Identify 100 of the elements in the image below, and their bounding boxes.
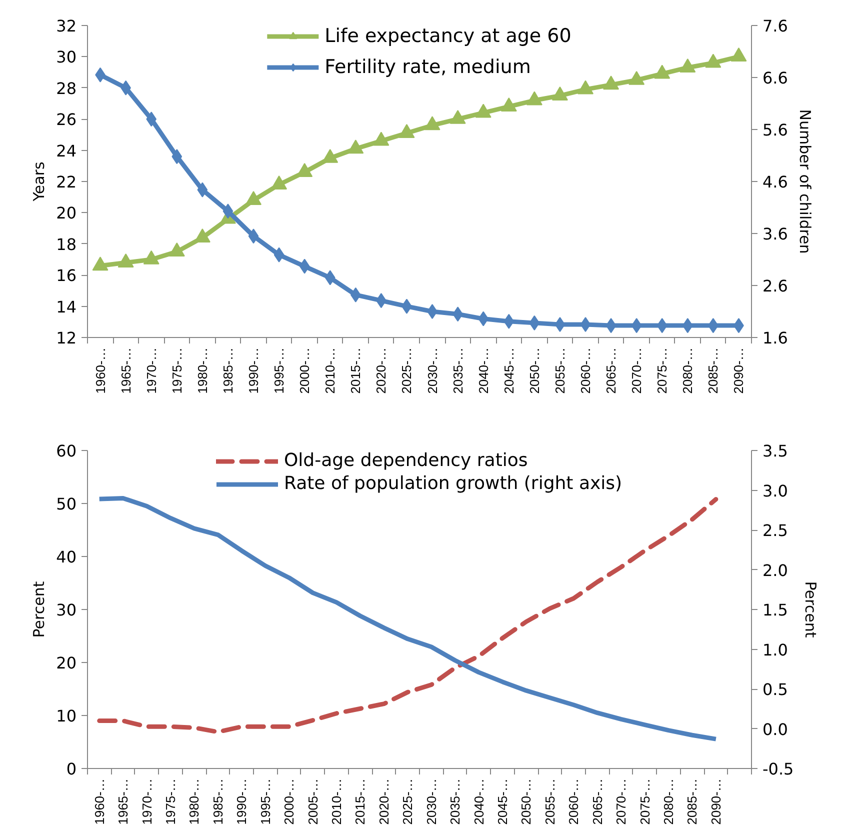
x-tick-label: 2060-… [566, 778, 582, 825]
x-tick-label: 2040-… [476, 348, 491, 394]
x-tick-label: 1960-… [92, 778, 107, 825]
x-tick-label: 2055-… [552, 348, 568, 394]
x-tick-label: 2070-… [629, 348, 644, 394]
x-tick-label: 2005-… [305, 778, 320, 825]
y-tick-label: 30 [56, 600, 76, 620]
x-tick-label: 1990-… [246, 348, 261, 394]
y-tick-label: 28 [56, 78, 76, 98]
x-tick-label: 2075-… [637, 778, 652, 825]
point [324, 270, 336, 286]
x-tick-label: 2050-… [526, 348, 542, 394]
point [628, 70, 645, 85]
y-tick-label: 30 [56, 48, 76, 67]
y2-tick-label: 5.6 [762, 120, 788, 140]
point [168, 242, 185, 257]
x-tick-label: 2075-… [654, 348, 670, 394]
x-tick-label: 2030-… [424, 778, 439, 825]
x-tick-label: 2020-… [376, 778, 392, 825]
point [296, 162, 313, 177]
y-tick-label: 18 [56, 234, 76, 254]
y-tick-label: 14 [56, 297, 76, 316]
y2-tick-label: 0.5 [762, 680, 788, 699]
x-tick-label: 1985-… [210, 778, 226, 825]
x-tick-label: 2000-… [297, 348, 312, 394]
x-tick-label: 2035-… [450, 348, 466, 394]
point [271, 175, 288, 190]
y2-tick-label: -0.5 [762, 760, 794, 778]
y-tick-label: 26 [56, 110, 76, 130]
legend-label: Old-age dependency ratios [284, 450, 528, 471]
point [500, 97, 517, 112]
x-tick-label: 1975-… [169, 348, 184, 394]
point [554, 317, 566, 332]
y-axis-title: Percent [30, 581, 48, 638]
x-tick-label: 1970-… [144, 348, 159, 394]
y2-tick-label: 1.6 [762, 328, 788, 348]
x-tick-label: 2025-… [399, 348, 414, 394]
y2-axis-title: Percent [802, 581, 820, 638]
y2-tick-label: 2.5 [762, 521, 788, 540]
x-tick-label: 1990-… [234, 778, 250, 825]
y-tick-label: 20 [56, 204, 76, 223]
x-tick-label: 2040-… [471, 778, 486, 825]
point [427, 304, 438, 319]
y2-tick-label: 2.0 [762, 560, 788, 580]
y2-tick-label: 1.0 [762, 640, 788, 660]
point [529, 315, 540, 330]
y-tick-label: 60 [56, 442, 76, 460]
x-tick-label: 2085-… [706, 348, 721, 394]
point [248, 228, 259, 244]
y-tick-label: 20 [56, 654, 76, 672]
point [475, 104, 492, 118]
x-tick-label: 1995-… [272, 348, 287, 394]
y2-axis-title: Number of children [796, 109, 814, 254]
x-tick-label: 2085-… [684, 778, 700, 825]
y2-tick-label: 7.6 [762, 16, 788, 36]
y2-tick-label: 1.5 [762, 600, 788, 620]
x-tick-label: 1980-… [194, 348, 210, 394]
point [656, 318, 668, 334]
point [92, 256, 108, 271]
x-tick-label: 1960-… [92, 348, 108, 394]
point [580, 317, 591, 332]
y-tick-label: 10 [56, 706, 76, 726]
legend-label: Life expectancy at age 60 [324, 25, 572, 47]
x-tick-label: 1985-… [220, 348, 236, 394]
x-tick-label: 2080-… [680, 348, 696, 394]
x-tick-label: 2070-… [614, 778, 629, 825]
x-tick-label: 2035-… [448, 778, 463, 825]
x-tick-label: 2065-… [604, 348, 619, 394]
point [603, 76, 620, 90]
y2-tick-label: 6.6 [762, 68, 788, 88]
point [172, 149, 182, 164]
point [398, 124, 415, 138]
point [526, 91, 542, 106]
x-tick-label: 2045-… [495, 778, 510, 825]
point [578, 80, 594, 94]
x-tick-label: 2090-… [708, 778, 724, 825]
point [552, 86, 568, 101]
x-tick-label: 1975-… [163, 778, 178, 825]
y2-tick-label: 3.6 [762, 224, 788, 244]
point [222, 204, 234, 219]
point [373, 132, 390, 146]
point [504, 314, 514, 329]
y-tick-label: 40 [56, 548, 76, 566]
y-tick-label: 22 [56, 172, 76, 192]
x-tick-label: 1970-… [139, 778, 154, 825]
x-tick-label: 1965-… [118, 348, 134, 394]
x-tick-label: 2050-… [518, 778, 534, 825]
point [680, 58, 696, 72]
x-tick-label: 1980-… [186, 778, 202, 825]
point [194, 228, 210, 242]
y-tick-label: 0 [66, 760, 77, 778]
x-tick-label: 2000-… [282, 778, 297, 825]
point [682, 318, 693, 334]
y-tick-label: 16 [56, 266, 76, 286]
point [654, 64, 670, 79]
point [631, 318, 642, 334]
legend-label: Fertility rate, medium [324, 56, 531, 78]
legend-label: Rate of population growth (right axis) [284, 473, 622, 494]
point [350, 287, 361, 302]
x-tick-label: 2060-… [578, 348, 593, 394]
